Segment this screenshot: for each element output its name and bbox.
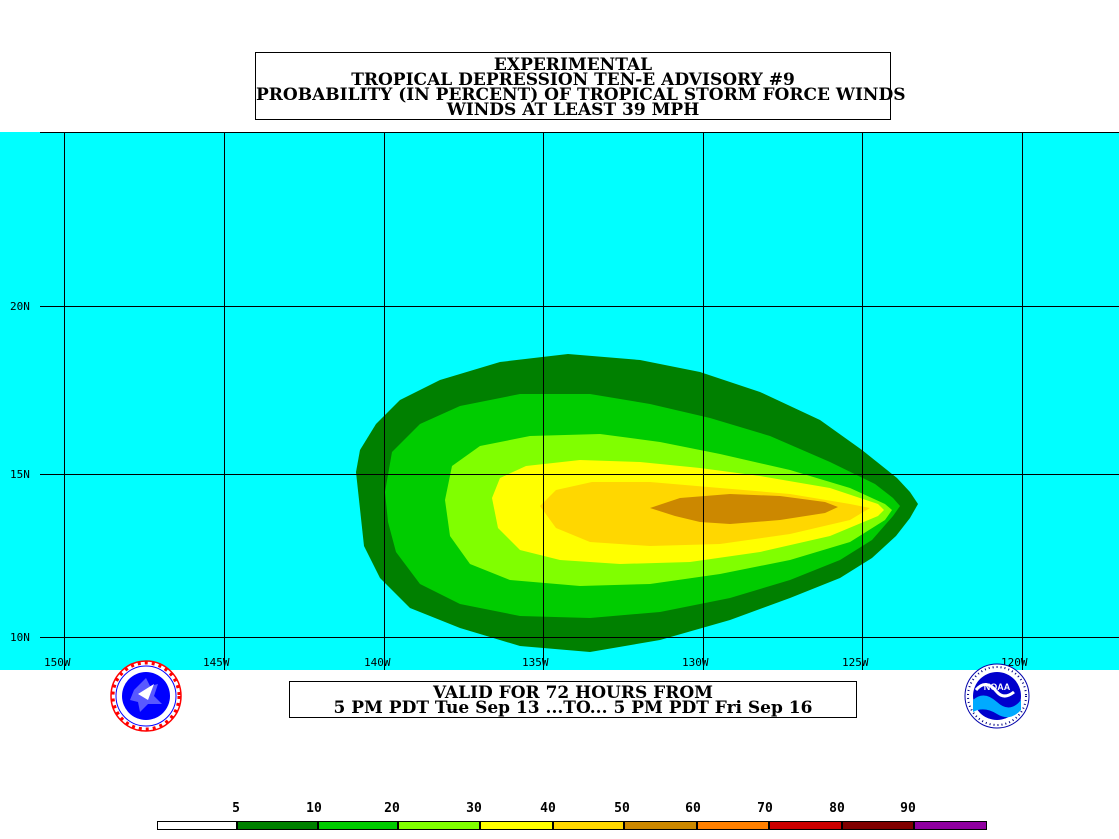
- legend-swatch-7: [697, 821, 769, 830]
- longitude-grid: [64, 132, 1023, 670]
- legend-label-90: 90: [900, 801, 916, 816]
- legend-label-30: 30: [466, 801, 482, 816]
- title-line-experimental: EXPERIMENTAL: [493, 55, 653, 75]
- legend-swatch-9: [842, 821, 914, 830]
- legend-label-5: 5: [232, 801, 240, 816]
- title-line-advisory: TROPICAL DEPRESSION TEN-E ADVISORY #9: [351, 70, 795, 90]
- legend-swatch-3: [398, 821, 480, 830]
- legend-swatch-4: [480, 821, 553, 830]
- lat-label-10n: 10N: [10, 631, 30, 644]
- title-line-probability: PROBABILITY (IN PERCENT) OF TROPICAL STO…: [256, 85, 906, 105]
- lon-label-150w: 150W: [44, 656, 71, 669]
- legend-swatch-8: [769, 821, 842, 830]
- lat-label-15n: 15N: [10, 468, 30, 481]
- legend-label-50: 50: [614, 801, 630, 816]
- legend-swatch-10: [914, 821, 987, 830]
- legend-swatch-5: [553, 821, 624, 830]
- contour-50-60: [650, 494, 838, 524]
- legend-swatch-0: [157, 821, 237, 830]
- legend-swatch-6: [624, 821, 697, 830]
- lon-label-140w: 140W: [364, 656, 391, 669]
- lon-label-130w: 130W: [682, 656, 709, 669]
- legend-label-20: 20: [384, 801, 400, 816]
- probability-map: [0, 132, 1119, 670]
- legend-color-bar: [157, 821, 987, 830]
- legend-label-40: 40: [540, 801, 556, 816]
- latitude-grid: [40, 132, 1119, 638]
- legend-label-60: 60: [685, 801, 701, 816]
- valid-line-dates: 5 PM PDT Tue Sep 13 ...TO... 5 PM PDT Fr…: [333, 698, 813, 718]
- legend-swatch-2: [318, 821, 398, 830]
- lon-label-145w: 145W: [203, 656, 230, 669]
- legend-label-70: 70: [757, 801, 773, 816]
- valid-line-hours: VALID FOR 72 HOURS FROM: [433, 683, 713, 703]
- noaa-logo-text: NOAA: [984, 682, 1011, 692]
- title-line-winds: WINDS AT LEAST 39 MPH: [446, 100, 700, 120]
- valid-period-box: VALID FOR 72 HOURS FROM 5 PM PDT Tue Sep…: [289, 681, 857, 718]
- lat-label-20n: 20N: [10, 300, 30, 313]
- lon-label-135w: 135W: [522, 656, 549, 669]
- legend-swatch-1: [237, 821, 318, 830]
- legend-label-80: 80: [829, 801, 845, 816]
- legend-label-10: 10: [306, 801, 322, 816]
- map-title-box: EXPERIMENTAL TROPICAL DEPRESSION TEN-E A…: [255, 52, 906, 120]
- noaa-logo-icon: NOAA: [964, 663, 1030, 729]
- lon-label-125w: 125W: [842, 656, 869, 669]
- nws-logo-icon: [110, 660, 182, 732]
